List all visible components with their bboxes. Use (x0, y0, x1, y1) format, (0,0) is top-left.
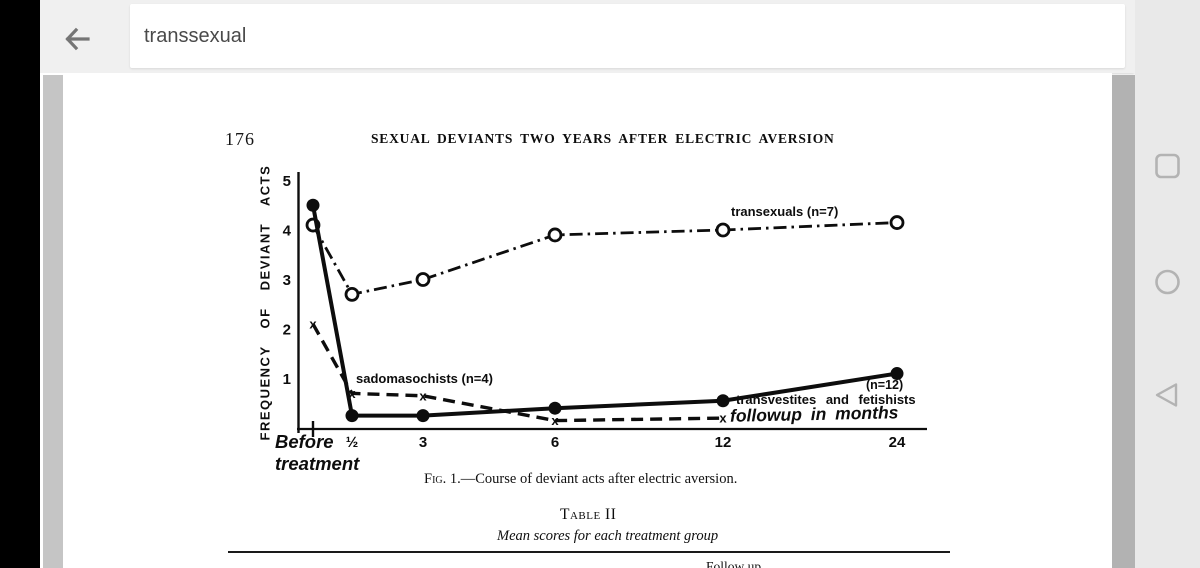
series-label-transvestites-n: (n=12) (866, 378, 904, 392)
svg-text:3: 3 (283, 272, 291, 289)
svg-text:6: 6 (551, 434, 559, 451)
table-title: Table II (560, 506, 617, 523)
svg-text:x: x (309, 317, 317, 332)
arrow-left-icon (58, 27, 96, 61)
table-subtitle: Mean scores for each treatment group (497, 528, 719, 544)
back-triangle-icon (1135, 383, 1200, 427)
svg-text:x: x (348, 386, 356, 401)
table-top-rule (228, 551, 950, 553)
recents-square-icon (1135, 153, 1200, 198)
svg-text:½: ½ (346, 434, 359, 451)
series-label-sadomasochists: sadomasochists (n=4) (356, 371, 493, 386)
figure-caption-body: Course of deviant acts after electric av… (475, 471, 738, 487)
svg-text:5: 5 (283, 173, 291, 190)
svg-text:x: x (551, 413, 559, 428)
home-circle-icon (1135, 269, 1200, 314)
svg-text:3: 3 (419, 434, 427, 451)
figure-caption-prefix: Fig. 1.— (424, 471, 476, 487)
svg-text:1: 1 (283, 371, 291, 388)
before-label-line1: Before (275, 431, 334, 452)
svg-text:2: 2 (283, 322, 291, 339)
x-axis-before-treatment-label: Before treatment (275, 431, 359, 475)
back-arrow-button[interactable] (58, 19, 96, 57)
back-nav-button[interactable] (1135, 367, 1200, 423)
left-letterbox (0, 0, 40, 568)
search-field-container (130, 4, 1125, 68)
series-label-transexuals: transexuals (n=7) (731, 204, 839, 219)
figure-1-chart: 1 2 3 4 5 ½ 3 6 12 24 x x x x x FREQUENCY OF DEVIANT A… (250, 165, 950, 475)
document-page[interactable] (40, 73, 1112, 568)
page-number: 176 (225, 129, 255, 149)
running-title: SEXUAL DEVIANTS TWO YEARS AFTER ELECTRIC… (371, 131, 835, 146)
home-button[interactable] (1135, 254, 1200, 310)
figure-caption: Fig. 1.—Course of deviant acts after ele… (424, 471, 737, 488)
svg-text:24: 24 (889, 434, 906, 451)
y-axis-label: FREQUENCY OF DEVIANT ACTS (257, 164, 273, 441)
viewer-left-gutter (43, 75, 63, 568)
series-label-transvestites: transvestites and fetishists (736, 392, 916, 407)
search-input[interactable] (130, 4, 1125, 68)
svg-text:4: 4 (283, 223, 292, 240)
before-label-line2: treatment (275, 453, 360, 474)
svg-text:x: x (419, 388, 427, 403)
android-nav-rail (1135, 0, 1200, 568)
browser-top-bar (40, 0, 1135, 73)
viewer-scrollbar[interactable] (1112, 75, 1135, 568)
table-column-header-followup: Follow up (706, 559, 762, 568)
recents-button[interactable] (1135, 138, 1200, 194)
x-axis-label: followup in months (729, 402, 899, 426)
svg-text:x: x (719, 411, 727, 426)
svg-text:12: 12 (715, 434, 732, 451)
